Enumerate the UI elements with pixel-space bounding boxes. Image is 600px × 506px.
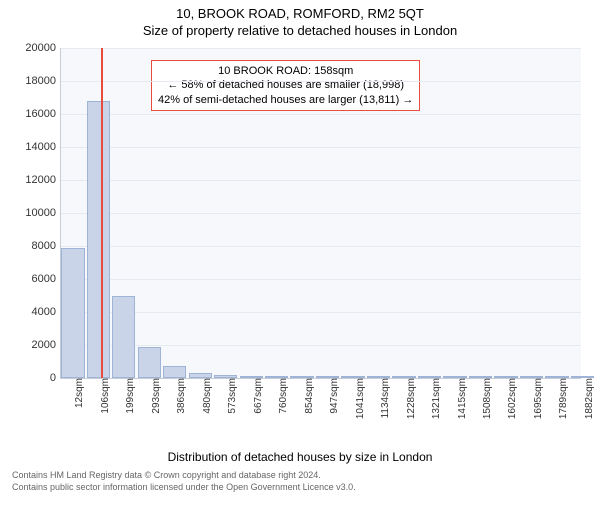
x-tick-label: 1228sqm bbox=[404, 378, 417, 419]
y-tick-label: 18000 bbox=[25, 75, 61, 87]
y-tick-label: 14000 bbox=[25, 141, 61, 153]
x-tick-label: 1602sqm bbox=[505, 378, 518, 419]
y-tick-label: 12000 bbox=[25, 174, 61, 186]
x-tick-label: 573sqm bbox=[225, 378, 238, 414]
annotation-line3: 42% of semi-detached houses are larger (… bbox=[158, 93, 413, 107]
y-tick-label: 10000 bbox=[25, 207, 61, 219]
histogram-bar bbox=[61, 248, 85, 378]
property-marker-line bbox=[101, 48, 103, 378]
address-title: 10, BROOK ROAD, ROMFORD, RM2 5QT bbox=[0, 6, 600, 21]
x-axis-label: Distribution of detached houses by size … bbox=[0, 450, 600, 464]
gridline bbox=[61, 246, 581, 247]
y-tick-label: 6000 bbox=[32, 273, 61, 285]
chart-subtitle: Size of property relative to detached ho… bbox=[0, 23, 600, 38]
x-tick-label: 12sqm bbox=[72, 378, 85, 408]
histogram-bar bbox=[112, 296, 136, 379]
gridline bbox=[61, 81, 581, 82]
footer-line2: Contains public sector information licen… bbox=[12, 482, 588, 494]
gridline bbox=[61, 147, 581, 148]
x-tick-label: 667sqm bbox=[251, 378, 264, 414]
gridline bbox=[61, 180, 581, 181]
y-tick-label: 4000 bbox=[32, 306, 61, 318]
y-tick-label: 20000 bbox=[25, 42, 61, 54]
x-tick-label: 1508sqm bbox=[480, 378, 493, 419]
gridline bbox=[61, 213, 581, 214]
histogram-bar bbox=[87, 101, 111, 378]
annotation-line1: 10 BROOK ROAD: 158sqm bbox=[158, 64, 413, 78]
marker-annotation: 10 BROOK ROAD: 158sqm ← 58% of detached … bbox=[151, 60, 420, 111]
histogram-bar bbox=[138, 347, 162, 378]
x-tick-label: 199sqm bbox=[123, 378, 136, 414]
plot-area: 10 BROOK ROAD: 158sqm ← 58% of detached … bbox=[60, 48, 581, 379]
histogram-bar bbox=[163, 366, 187, 378]
x-tick-label: 106sqm bbox=[98, 378, 111, 414]
footer-line1: Contains HM Land Registry data © Crown c… bbox=[12, 470, 588, 482]
x-tick-label: 293sqm bbox=[149, 378, 162, 414]
x-tick-label: 1041sqm bbox=[353, 378, 366, 419]
chart-container: Number of detached properties 10 BROOK R… bbox=[0, 38, 600, 448]
x-tick-label: 1695sqm bbox=[531, 378, 544, 419]
x-tick-label: 1415sqm bbox=[455, 378, 468, 419]
x-tick-label: 1134sqm bbox=[378, 378, 391, 418]
y-tick-label: 0 bbox=[50, 372, 61, 384]
x-tick-label: 386sqm bbox=[174, 378, 187, 414]
x-tick-label: 760sqm bbox=[276, 378, 289, 414]
x-tick-label: 854sqm bbox=[302, 378, 315, 414]
x-tick-label: 480sqm bbox=[200, 378, 213, 414]
y-tick-label: 16000 bbox=[25, 108, 61, 120]
x-tick-label: 1321sqm bbox=[429, 378, 442, 419]
footer: Contains HM Land Registry data © Crown c… bbox=[12, 470, 588, 493]
gridline bbox=[61, 48, 581, 49]
x-tick-label: 947sqm bbox=[327, 378, 340, 414]
x-tick-label: 1789sqm bbox=[556, 378, 569, 419]
gridline bbox=[61, 312, 581, 313]
gridline bbox=[61, 114, 581, 115]
y-tick-label: 8000 bbox=[32, 240, 61, 252]
x-tick-label: 1882sqm bbox=[582, 378, 595, 419]
gridline bbox=[61, 279, 581, 280]
y-tick-label: 2000 bbox=[32, 339, 61, 351]
